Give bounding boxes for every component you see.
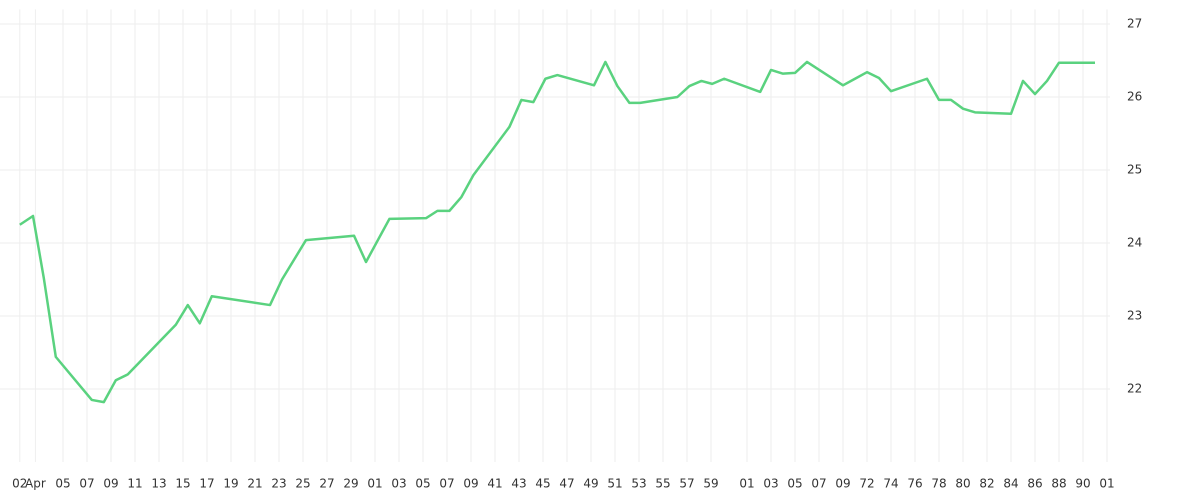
x-tick-label: 84 — [1003, 477, 1018, 491]
x-tick-label: 07 — [439, 477, 454, 491]
y-tick-label: 27 — [1127, 17, 1142, 31]
x-tick-label: 05 — [55, 477, 70, 491]
x-tick-label: 86 — [1027, 477, 1042, 491]
x-tick-label: 09 — [835, 477, 850, 491]
x-tick-label: 72 — [859, 477, 874, 491]
x-tick-label: 01 — [367, 477, 382, 491]
x-tick-label: 03 — [763, 477, 778, 491]
y-tick-label: 26 — [1127, 90, 1142, 104]
x-tick-label: 51 — [607, 477, 622, 491]
x-tick-label: 19 — [223, 477, 238, 491]
x-tick-label: 82 — [979, 477, 994, 491]
x-tick-label: Apr — [25, 477, 46, 491]
x-tick-label: 07 — [811, 477, 826, 491]
x-tick-label: 15 — [175, 477, 190, 491]
x-tick-label: 27 — [319, 477, 334, 491]
x-tick-label: 76 — [907, 477, 922, 491]
x-tick-label: 74 — [883, 477, 898, 491]
x-tick-label: 41 — [487, 477, 502, 491]
x-tick-label: 23 — [271, 477, 286, 491]
x-tick-label: 03 — [391, 477, 406, 491]
x-tick-label: 21 — [247, 477, 262, 491]
x-tick-label: 80 — [955, 477, 970, 491]
x-tick-label: 09 — [463, 477, 478, 491]
x-tick-label: 13 — [151, 477, 166, 491]
y-tick-label: 25 — [1127, 163, 1142, 177]
x-tick-label: 02 — [12, 477, 27, 491]
x-tick-label: 45 — [535, 477, 550, 491]
x-tick-label: 90 — [1075, 477, 1090, 491]
x-tick-label: 25 — [295, 477, 310, 491]
x-tick-label: 53 — [631, 477, 646, 491]
price-line — [19, 60, 1095, 404]
x-tick-label: 11 — [127, 477, 142, 491]
x-tick-label: 55 — [655, 477, 670, 491]
x-tick-label: 29 — [343, 477, 358, 491]
y-tick-label: 24 — [1127, 236, 1142, 250]
x-tick-label: 49 — [583, 477, 598, 491]
x-tick-label: 43 — [511, 477, 526, 491]
x-tick-label: 01 — [1099, 477, 1114, 491]
x-tick-label: 05 — [787, 477, 802, 491]
x-tick-label: 01 — [739, 477, 754, 491]
x-tick-label: 17 — [199, 477, 214, 491]
x-tick-label: 47 — [559, 477, 574, 491]
x-tick-label: 07 — [79, 477, 94, 491]
y-tick-label: 23 — [1127, 309, 1142, 323]
x-tick-label: 88 — [1051, 477, 1066, 491]
x-tick-label: 59 — [703, 477, 718, 491]
x-tick-label: 78 — [931, 477, 946, 491]
x-tick-label: 05 — [415, 477, 430, 491]
y-tick-label: 22 — [1127, 382, 1142, 396]
x-tick-label: 09 — [103, 477, 118, 491]
x-tick-label: 57 — [679, 477, 694, 491]
